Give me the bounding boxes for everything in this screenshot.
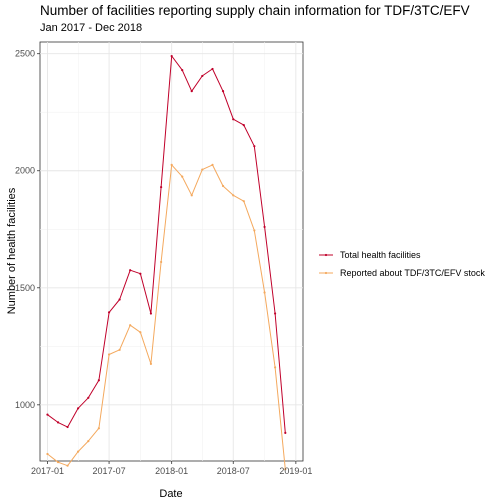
legend-item: Reported about TDF/3TC/EFV stock bbox=[319, 268, 485, 278]
data-point bbox=[87, 396, 90, 399]
data-point bbox=[263, 291, 266, 294]
data-point bbox=[201, 168, 204, 171]
data-point bbox=[46, 413, 49, 416]
y-tick-label: 2500 bbox=[15, 49, 35, 59]
data-point bbox=[232, 194, 235, 197]
data-point bbox=[77, 450, 80, 453]
x-tick-label: 2018-01 bbox=[155, 466, 188, 476]
data-point bbox=[201, 74, 204, 78]
data-point bbox=[46, 452, 49, 456]
data-point bbox=[87, 440, 90, 443]
data-point bbox=[263, 225, 266, 229]
legend: Total health facilities Reported about TD… bbox=[319, 250, 485, 278]
data-point bbox=[190, 194, 193, 197]
data-point bbox=[242, 123, 245, 127]
grid-minor bbox=[40, 42, 303, 461]
y-axis-title: Number of health facilities bbox=[6, 187, 18, 314]
x-tick-label: 2018-07 bbox=[217, 466, 250, 476]
y-tick-label: 1500 bbox=[15, 283, 35, 293]
data-point bbox=[284, 468, 287, 471]
x-tick-label: 2017-07 bbox=[93, 466, 126, 476]
data-point bbox=[221, 184, 225, 188]
x-tick-label: 2017-01 bbox=[31, 466, 64, 476]
series-line bbox=[47, 164, 286, 470]
data-point bbox=[170, 163, 173, 166]
data-point bbox=[211, 67, 214, 71]
data-point bbox=[232, 118, 235, 121]
data-point bbox=[149, 312, 153, 315]
series-1 bbox=[46, 54, 287, 435]
data-point bbox=[181, 175, 184, 178]
data-point bbox=[97, 427, 100, 430]
data-point bbox=[118, 298, 121, 301]
series-2 bbox=[46, 163, 287, 471]
x-axis-title: Date bbox=[159, 488, 182, 500]
data-point bbox=[129, 324, 132, 327]
data-point bbox=[170, 54, 173, 58]
data-point bbox=[253, 229, 256, 232]
data-point bbox=[181, 68, 184, 72]
grid-major bbox=[40, 42, 303, 461]
data-point bbox=[118, 348, 121, 351]
data-point bbox=[77, 407, 80, 410]
data-point bbox=[242, 200, 245, 203]
data-point bbox=[139, 331, 142, 334]
data-point bbox=[139, 272, 142, 275]
chart-title: Number of facilities reporting supply ch… bbox=[40, 3, 470, 18]
data-point bbox=[107, 311, 111, 314]
chart-subtitle: Jan 2017 - Dec 2018 bbox=[40, 22, 143, 34]
data-point bbox=[97, 379, 100, 382]
legend-swatch-point bbox=[324, 253, 328, 257]
data-point bbox=[221, 90, 225, 93]
y-tick-label: 1000 bbox=[15, 400, 35, 410]
data-point bbox=[66, 425, 69, 429]
data-point bbox=[274, 366, 277, 369]
legend-item: Total health facilities bbox=[319, 250, 421, 260]
series-layer bbox=[46, 54, 287, 471]
data-point bbox=[56, 461, 60, 464]
legend-swatch-point bbox=[324, 271, 328, 275]
x-axis: 2017-01 2017-07 2018-01 2018-07 2019-01 bbox=[31, 461, 312, 476]
data-point bbox=[66, 464, 69, 467]
y-axis: 1000 1500 2000 2500 bbox=[15, 49, 40, 410]
data-point bbox=[190, 90, 193, 93]
data-point bbox=[160, 186, 163, 189]
data-point bbox=[253, 145, 256, 148]
legend-label: Reported about TDF/3TC/EFV stock bbox=[340, 268, 485, 278]
data-point bbox=[160, 260, 163, 264]
data-point bbox=[149, 362, 153, 365]
data-point bbox=[274, 312, 277, 315]
data-point bbox=[107, 353, 111, 356]
data-point bbox=[56, 421, 60, 424]
data-point bbox=[284, 431, 287, 435]
y-tick-label: 2000 bbox=[15, 166, 35, 176]
data-point bbox=[129, 269, 132, 272]
series-line bbox=[47, 55, 286, 433]
data-point bbox=[211, 163, 214, 166]
x-tick-label: 2019-01 bbox=[279, 466, 312, 476]
legend-label: Total health facilities bbox=[340, 250, 421, 260]
